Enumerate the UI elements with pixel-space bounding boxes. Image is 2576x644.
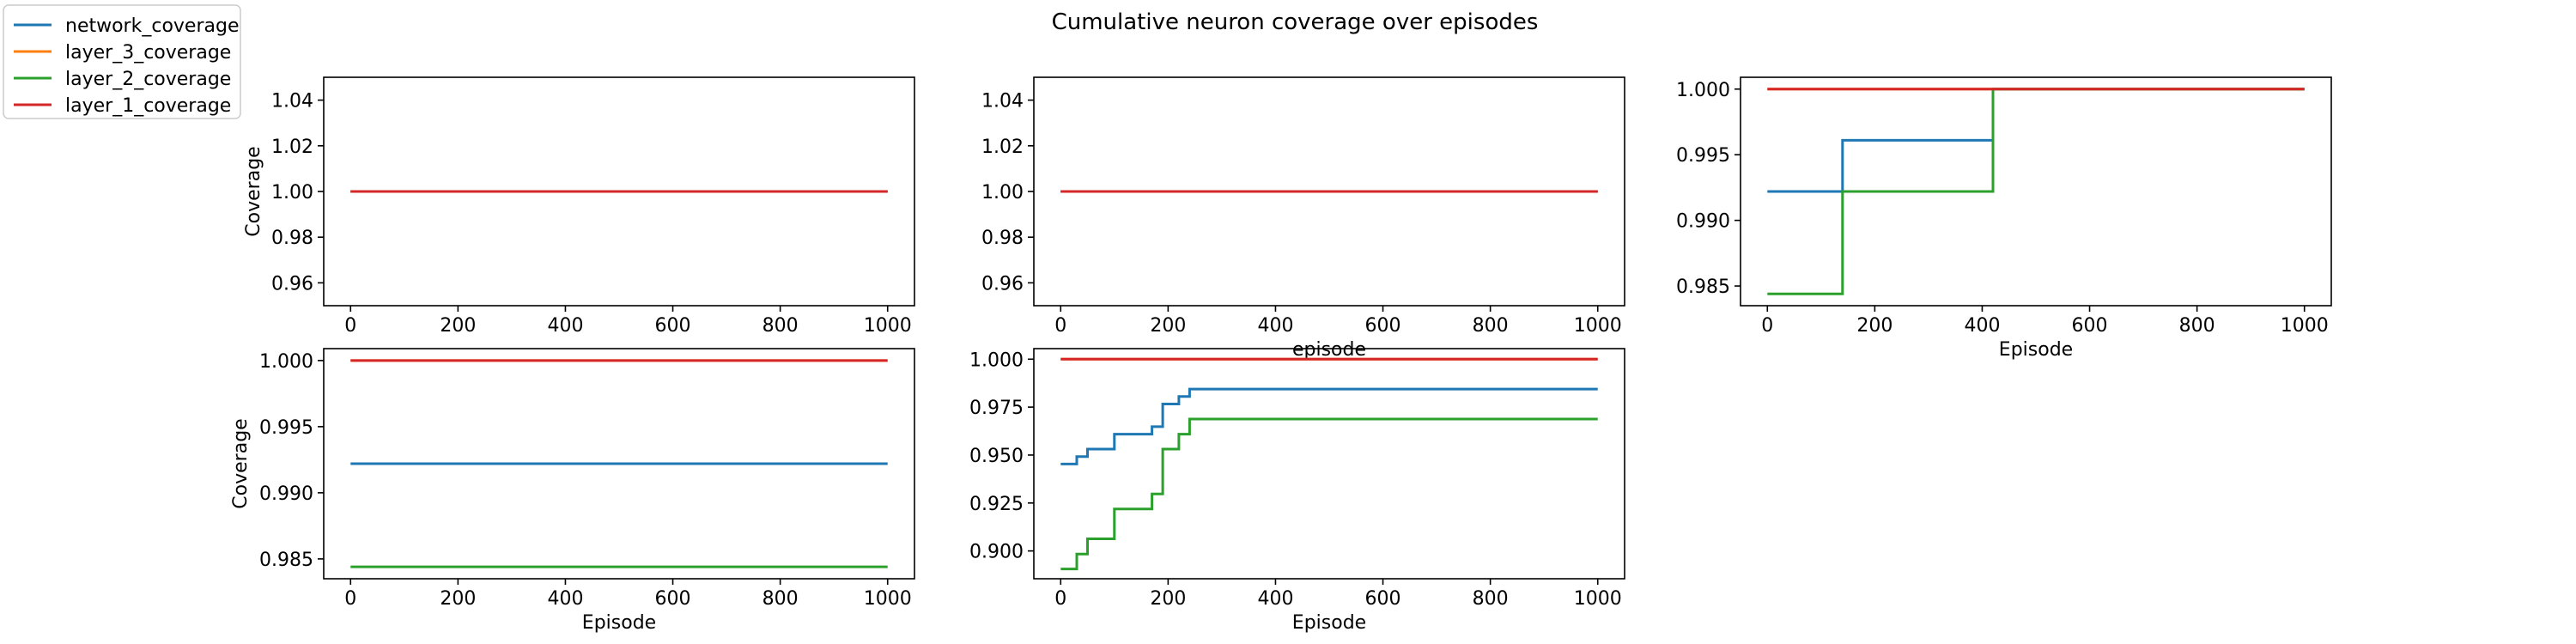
x-tick-label: 0: [344, 588, 356, 610]
x-tick-label: 600: [2072, 315, 2108, 337]
axes-frame: [323, 348, 915, 580]
x-tick-label: 600: [1365, 588, 1401, 610]
subplot-4: 0 200 400 600 800 1000 0.985 0.990 0.995 1.000 Epi…: [230, 348, 915, 634]
y-tick-label: 1.04: [981, 91, 1024, 112]
x-tick-label: 400: [1964, 315, 2000, 337]
x-tick-label: 1000: [1574, 588, 1622, 610]
x-tick-label: 1000: [1574, 315, 1622, 337]
x-axis-label: episode: [1292, 339, 1366, 361]
y-tick-label: 0.925: [969, 494, 1024, 515]
x-tick-label: 400: [1257, 315, 1293, 337]
y-tick-label: 1.000: [259, 351, 313, 373]
y-tick-label: 0.98: [981, 228, 1024, 249]
series-line-network-coverage: [1060, 387, 1598, 465]
y-tick-label: 0.995: [1676, 145, 1730, 167]
x-tick-label: 0: [1761, 315, 1773, 337]
axes-frame: [1740, 76, 2332, 307]
x-tick-label: 1000: [864, 315, 912, 337]
y-tick-label: 0.990: [259, 483, 313, 505]
legend-label-layer-2-coverage: layer_2_coverage: [65, 69, 231, 90]
subplot-5: 0 200 400 600 800 1000 0.900 0.925 0.950 0.975 1.0…: [969, 348, 1625, 634]
y-tick-label: 1.000: [969, 349, 1024, 371]
x-axis-label: Episode: [1292, 612, 1366, 634]
y-tick-label: 0.990: [1676, 211, 1730, 233]
x-tick-label: 800: [1473, 315, 1509, 337]
x-tick-label: 0: [344, 315, 356, 337]
x-tick-label: 200: [440, 315, 476, 337]
x-tick-label: 200: [440, 588, 476, 610]
x-tick-label: 400: [1257, 588, 1293, 610]
legend-label-layer-1-coverage: layer_1_coverage: [65, 95, 231, 117]
x-tick-label: 400: [547, 315, 583, 337]
y-axis-label: Coverage: [230, 418, 252, 508]
x-tick-label: 800: [762, 315, 799, 337]
series-lines: [1060, 357, 1598, 571]
x-tick-label: 1000: [2281, 315, 2329, 337]
subplot-3: 0 200 400 600 800 1000 0.985 0.990 0.995 1.000 Epi…: [1676, 76, 2332, 361]
axes-layer: 0 200 400 600 800 1000 0.96 0.98 1.00 1.02 1.04 Cov…: [230, 76, 2332, 634]
y-tick-label: 0.96: [271, 273, 313, 295]
series-line-layer-2-coverage: [1060, 417, 1598, 571]
y-axis-label: Coverage: [243, 146, 264, 236]
x-tick-label: 600: [1365, 315, 1401, 337]
x-tick-label: 800: [762, 588, 799, 610]
figure-title: Cumulative neuron coverage over episodes: [1052, 9, 1539, 35]
x-tick-label: 800: [1473, 588, 1509, 610]
legend-label-network-coverage: network_coverage: [65, 15, 239, 37]
y-tick-label: 0.975: [969, 398, 1024, 419]
x-axis-label: Episode: [582, 612, 656, 634]
x-tick-label: 600: [655, 315, 691, 337]
subplot-2: 0 200 400 600 800 1000 0.96 0.98 1.00 1.02 1.04 epi…: [981, 76, 1625, 361]
legend-label-layer-3-coverage: layer_3_coverage: [65, 42, 231, 64]
x-tick-label: 400: [547, 588, 583, 610]
y-tick-label: 0.995: [259, 417, 313, 439]
series-lines: [350, 359, 888, 568]
x-tick-label: 200: [1150, 315, 1186, 337]
x-tick-label: 600: [655, 588, 691, 610]
y-tick-label: 1.04: [271, 91, 313, 112]
y-tick-label: 1.02: [271, 137, 313, 158]
x-tick-label: 800: [2179, 315, 2215, 337]
y-tick-label: 0.96: [981, 273, 1024, 295]
x-tick-label: 0: [1054, 588, 1066, 610]
x-tick-label: 200: [1856, 315, 1893, 337]
x-tick-label: 0: [1054, 315, 1066, 337]
y-tick-label: 1.000: [1676, 80, 1730, 101]
y-tick-label: 1.00: [271, 182, 313, 204]
y-tick-label: 1.00: [981, 182, 1024, 204]
y-tick-label: 0.900: [969, 542, 1024, 563]
series-lines: [1767, 88, 2305, 295]
y-tick-label: 1.02: [981, 137, 1024, 158]
y-tick-label: 0.950: [969, 446, 1024, 467]
x-tick-label: 200: [1150, 588, 1186, 610]
subplot-1: 0 200 400 600 800 1000 0.96 0.98 1.00 1.02 1.04 Cov…: [243, 76, 915, 337]
y-tick-label: 0.985: [259, 550, 313, 571]
y-tick-label: 0.985: [1676, 276, 1730, 298]
legend-frame: [3, 4, 241, 119]
y-tick-label: 0.98: [271, 228, 313, 249]
series-line-network-coverage: [1767, 88, 2305, 193]
legend: network_coverage layer_3_coverage layer_2_…: [3, 4, 241, 119]
x-axis-label: Episode: [1999, 339, 2073, 361]
series-line-layer-2-coverage: [1767, 88, 2305, 295]
axes-frame: [1033, 348, 1625, 580]
x-tick-label: 1000: [864, 588, 912, 610]
